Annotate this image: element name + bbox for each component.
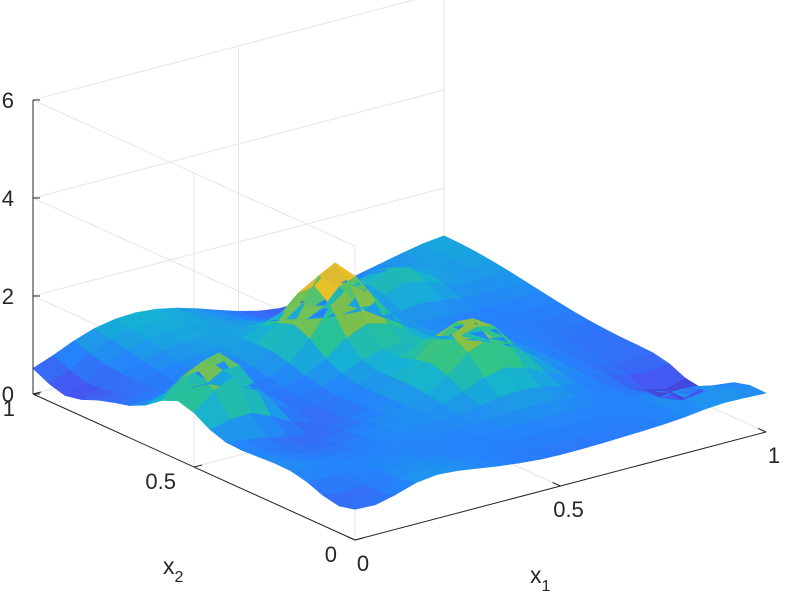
surface-mesh — [32, 235, 767, 510]
surface-patch — [729, 385, 767, 398]
x2-tick — [193, 464, 203, 468]
x2-tick — [354, 537, 364, 541]
x1-tick-label: 0 — [357, 551, 369, 576]
z-tick-label: 6 — [2, 88, 14, 113]
x1-tick — [346, 535, 356, 541]
x1-tick-label: 0.5 — [553, 497, 584, 522]
axes — [32, 99, 767, 541]
z-tick-label: 4 — [2, 186, 14, 211]
x2-tick — [32, 391, 42, 395]
x2-tick-label: 0 — [325, 542, 337, 567]
x1-tick — [552, 481, 561, 487]
x1-tick-label: 1 — [768, 443, 780, 468]
x1-axis-label: x1 — [530, 562, 551, 594]
z-tick-label: 2 — [2, 284, 14, 309]
x1-tick — [757, 427, 767, 433]
z-tick-label: 0 — [2, 382, 14, 407]
x2-tick-label: 1 — [3, 396, 15, 421]
x2-tick-label: 0.5 — [145, 469, 176, 494]
x2-axis-label: x2 — [163, 553, 184, 586]
